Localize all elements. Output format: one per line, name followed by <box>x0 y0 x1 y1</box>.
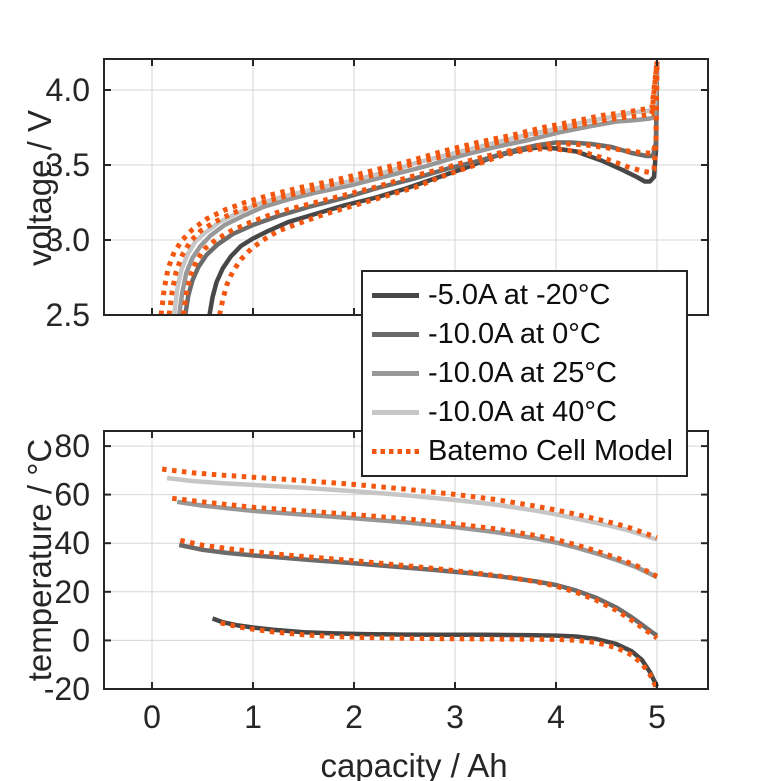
y-axis-label-voltage: voltage / V <box>21 110 58 266</box>
legend-box: -5.0A at -20°C -10.0A at 0°C -10.0A at 25°… <box>361 270 688 477</box>
y-tick-label: 3.5 <box>46 147 90 183</box>
x-tick-label: 0 <box>143 699 161 735</box>
legend-label: -10.0A at 25°C <box>428 357 617 389</box>
series-line-batemo-cell-model-25c <box>166 61 660 315</box>
x-axis-label-capacity: capacity / Ah <box>320 747 508 781</box>
series-line-batemo-cell-model-40c <box>158 61 660 315</box>
x-tick-label: 5 <box>648 699 666 735</box>
series-line-batemo-cell-model-40c <box>161 466 658 540</box>
y-tick-label: 4.0 <box>46 72 90 108</box>
y-tick-label: 20 <box>54 574 90 610</box>
legend-item-0: -5.0A at -20°C <box>372 281 682 310</box>
legend-label: -10.0A at 0°C <box>428 318 601 350</box>
series-line-batemo-cell-model-25c <box>171 495 659 579</box>
solid-line-swatch <box>372 332 419 337</box>
series-line-measurement-10-0a-at-25c <box>176 61 660 315</box>
legend-item-2: -10.0A at 25°C <box>372 359 682 388</box>
legend-item-3: -10.0A at 40°C <box>372 398 682 427</box>
legend-item-4: Batemo Cell Model <box>372 437 682 466</box>
legend-label: Batemo Cell Model <box>428 435 673 467</box>
series-line-measurement-5-0a-at-20c <box>211 616 660 688</box>
y-tick-label: 0 <box>72 622 90 658</box>
solid-line-swatch <box>372 293 419 298</box>
series-line-batemo-cell-model-20c <box>217 61 660 315</box>
y-tick-label: -20 <box>44 671 90 707</box>
x-tick-label: 3 <box>446 699 464 735</box>
solid-line-swatch <box>372 371 419 376</box>
x-tick-label: 4 <box>547 699 565 735</box>
dotted-line-swatch <box>372 449 419 454</box>
series-line-batemo-cell-model-0c <box>180 61 660 315</box>
series-line-measurement-10-0a-at-40c <box>166 475 658 542</box>
x-tick-label: 1 <box>244 699 262 735</box>
y-tick-label: 80 <box>54 428 90 464</box>
series-line-batemo-cell-model-0c <box>179 537 659 641</box>
legend-label: -10.0A at 40°C <box>428 396 617 428</box>
y-tick-label: 60 <box>54 477 90 513</box>
legend-item-1: -10.0A at 0°C <box>372 320 682 349</box>
series-line-measurement-10-0a-at-25c <box>176 499 658 580</box>
x-tick-label: 2 <box>345 699 363 735</box>
solid-line-swatch <box>372 410 419 415</box>
y-tick-label: 3.0 <box>46 222 90 258</box>
y-tick-label: 40 <box>54 525 90 561</box>
series-line-batemo-cell-model-20c <box>220 620 660 689</box>
y-tick-label: 2.5 <box>46 297 90 333</box>
legend-label: -5.0A at -20°C <box>428 279 611 311</box>
series-line-measurement-5-0a-at-20c <box>207 61 660 315</box>
y-axis-label-temperature: temperature / °C <box>21 438 58 682</box>
